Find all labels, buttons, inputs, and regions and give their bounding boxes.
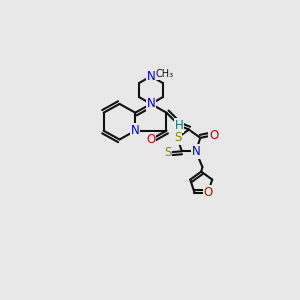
Text: S: S — [174, 131, 181, 144]
Text: N: N — [131, 124, 140, 137]
Text: O: O — [209, 129, 218, 142]
Text: S: S — [164, 146, 172, 159]
Text: H: H — [175, 119, 184, 132]
Text: CH₃: CH₃ — [156, 69, 174, 79]
Text: O: O — [146, 133, 156, 146]
Text: O: O — [203, 186, 213, 199]
Text: N: N — [147, 70, 155, 83]
Text: N: N — [191, 145, 200, 158]
Text: N: N — [147, 98, 155, 110]
